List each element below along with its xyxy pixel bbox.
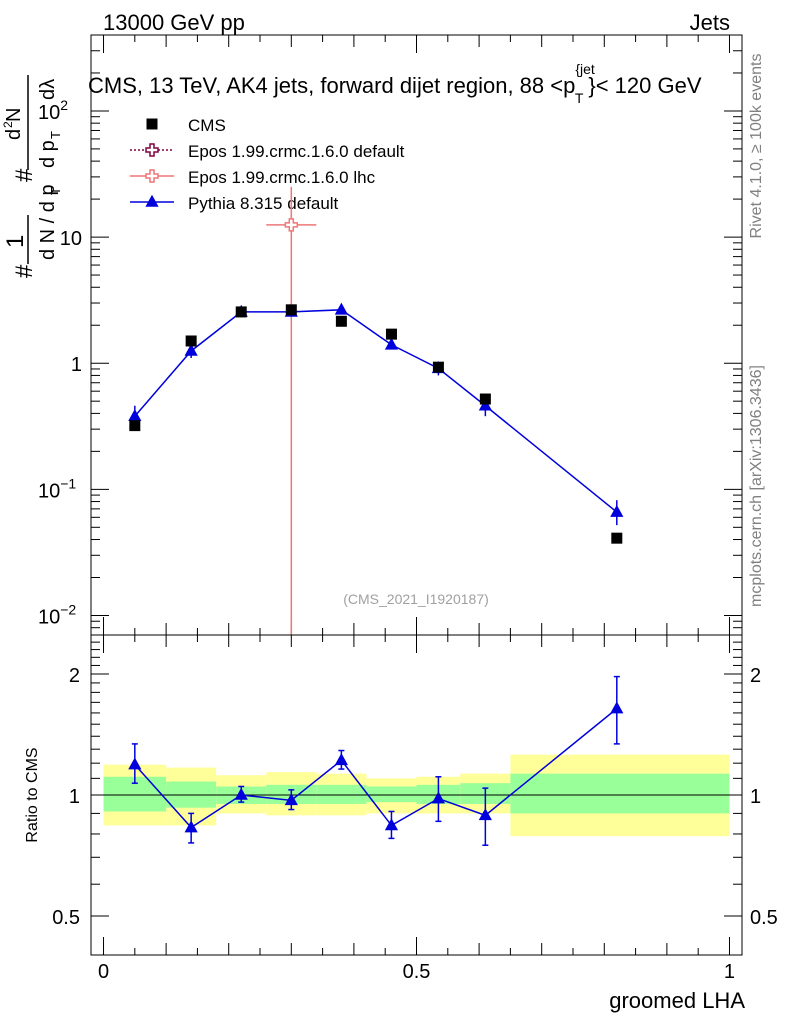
ratio-y-axis-label: Ratio to CMS bbox=[24, 747, 41, 842]
legend-label: Epos 1.99.crmc.1.6.0 default bbox=[188, 142, 405, 161]
energy-label: 13000 GeV pp bbox=[103, 10, 245, 35]
legend-label: CMS bbox=[188, 116, 226, 135]
legend-marker bbox=[145, 143, 159, 157]
pythia-point bbox=[610, 504, 624, 517]
x-tick-label: 1 bbox=[724, 961, 735, 983]
x-tick-label: 0 bbox=[98, 961, 109, 983]
x-tick-labels: 0 0.5 1 bbox=[98, 961, 735, 983]
ylabel-two: 2 bbox=[1, 121, 15, 128]
pythia-point bbox=[384, 337, 399, 350]
x-axis-label: groomed LHA bbox=[609, 988, 745, 1013]
ratio-pythia-point bbox=[610, 701, 624, 714]
epos-lhc-point bbox=[284, 218, 299, 232]
title-tail: }< 120 GeV bbox=[588, 73, 701, 98]
ratio-data-layer bbox=[128, 675, 624, 846]
mcplots-label: mcplots.cern.ch [arXiv:1306.3436] bbox=[748, 365, 765, 607]
ylabel-hash1: # bbox=[11, 264, 38, 278]
cms-point bbox=[479, 393, 491, 405]
ratio-band-inner bbox=[510, 773, 730, 814]
main-y-tick-exponent: −2 bbox=[60, 601, 76, 617]
cms-point bbox=[185, 335, 197, 347]
ratio-y-tick-label-left: 1 bbox=[69, 786, 80, 808]
pythia-point bbox=[128, 409, 142, 422]
main-y-tick-label: 102 bbox=[38, 97, 68, 124]
cms-point bbox=[611, 532, 623, 544]
ylabel-dp: d p bbox=[37, 140, 59, 168]
legend-entry: Epos 1.99.crmc.1.6.0 default bbox=[130, 142, 405, 161]
legend-label: Pythia 8.315 default bbox=[188, 194, 339, 213]
ratio-y-tick-label-right: 2 bbox=[750, 665, 761, 687]
ratio-pythia-point bbox=[128, 757, 142, 770]
legend: CMS Epos 1.99.crmc.1.6.0 default Epos 1.99… bbox=[130, 116, 405, 213]
pythia-point bbox=[334, 302, 348, 315]
main-y-tick-exponent: 2 bbox=[60, 97, 68, 113]
pythia-point bbox=[478, 398, 492, 411]
analysis-id: (CMS_2021_I1920187) bbox=[343, 591, 489, 607]
ylabel-dlambda: dλ bbox=[37, 79, 59, 100]
title-main: CMS, 13 TeV, AK4 jets, forward dijet reg… bbox=[88, 73, 575, 98]
ratio-pythia-point bbox=[284, 793, 298, 806]
x-tick-label: 0.5 bbox=[403, 961, 431, 983]
title-sup: {jet bbox=[575, 61, 595, 77]
ratio-y-tick-labels: 0.5 0.5 1 1 2 2 bbox=[52, 665, 778, 929]
ratio-pythia-point bbox=[334, 753, 348, 766]
ratio-y-tick-label-right: 0.5 bbox=[750, 907, 778, 929]
ylabel-n: N bbox=[3, 108, 25, 122]
legend-entry: Epos 1.99.crmc.1.6.0 lhc bbox=[130, 168, 376, 187]
ratio-pythia-point bbox=[184, 820, 198, 833]
ratio-y-tick-label-right: 1 bbox=[750, 786, 761, 808]
legend-marker bbox=[145, 169, 159, 183]
ratio-axis-ticks bbox=[91, 635, 742, 956]
legend-label: Epos 1.99.crmc.1.6.0 lhc bbox=[188, 168, 376, 187]
legend-marker bbox=[145, 194, 159, 207]
ylabel-t2: T bbox=[48, 131, 63, 139]
ylabel-denom: d N / d p bbox=[37, 184, 59, 260]
main-title: CMS, 13 TeV, AK4 jets, forward dijet reg… bbox=[88, 61, 702, 106]
ylabel-d: d bbox=[3, 129, 25, 140]
main-axis-ticks bbox=[91, 34, 742, 636]
cms-point bbox=[285, 304, 297, 316]
legend-marker bbox=[146, 118, 158, 130]
cms-point bbox=[385, 328, 397, 340]
legend-entry: Pythia 8.315 default bbox=[130, 194, 339, 213]
ylabel-t1: T bbox=[48, 187, 63, 195]
ylabel-one: 1 bbox=[2, 235, 29, 248]
cms-point bbox=[335, 315, 347, 327]
main-y-tick-label: 10−1 bbox=[38, 475, 76, 502]
main-y-tick-exponent: −1 bbox=[60, 475, 76, 491]
pythia-line bbox=[134, 309, 618, 513]
pythia-point bbox=[184, 343, 198, 356]
main-y-tick-mantissa: 10 bbox=[38, 480, 60, 502]
ylabel-hash2: # bbox=[11, 168, 38, 182]
process-label: Jets bbox=[690, 10, 730, 35]
cms-point bbox=[129, 420, 141, 432]
ratio-y-tick-label-left: 0.5 bbox=[52, 907, 80, 929]
main-y-tick-label: 1 bbox=[71, 354, 82, 376]
ratio-pythia-point bbox=[431, 791, 446, 804]
main-y-axis-label: # 1 d N / d p T # d 2 N d p T dλ bbox=[1, 75, 63, 278]
main-y-tick-label: 10 bbox=[60, 228, 82, 250]
main-y-tick-mantissa: 10 bbox=[38, 102, 60, 124]
cms-point bbox=[235, 306, 247, 318]
main-data-layer bbox=[128, 186, 624, 635]
cms-point bbox=[432, 361, 444, 373]
ratio-y-tick-label-left: 2 bbox=[69, 665, 80, 687]
main-y-tick-label: 10−2 bbox=[38, 601, 76, 628]
ratio-pythia-point bbox=[384, 818, 399, 831]
ratio-pythia-point bbox=[234, 787, 248, 800]
title-sub: T bbox=[575, 90, 584, 106]
rivet-label: Rivet 4.1.0, ≥ 100k events bbox=[748, 54, 765, 239]
ratio-band-inner bbox=[316, 784, 367, 804]
ratio-pythia-point bbox=[478, 808, 492, 821]
main-y-tick-mantissa: 10 bbox=[38, 606, 60, 628]
legend-entry: CMS bbox=[146, 116, 226, 135]
ratio-band-inner bbox=[366, 786, 417, 803]
